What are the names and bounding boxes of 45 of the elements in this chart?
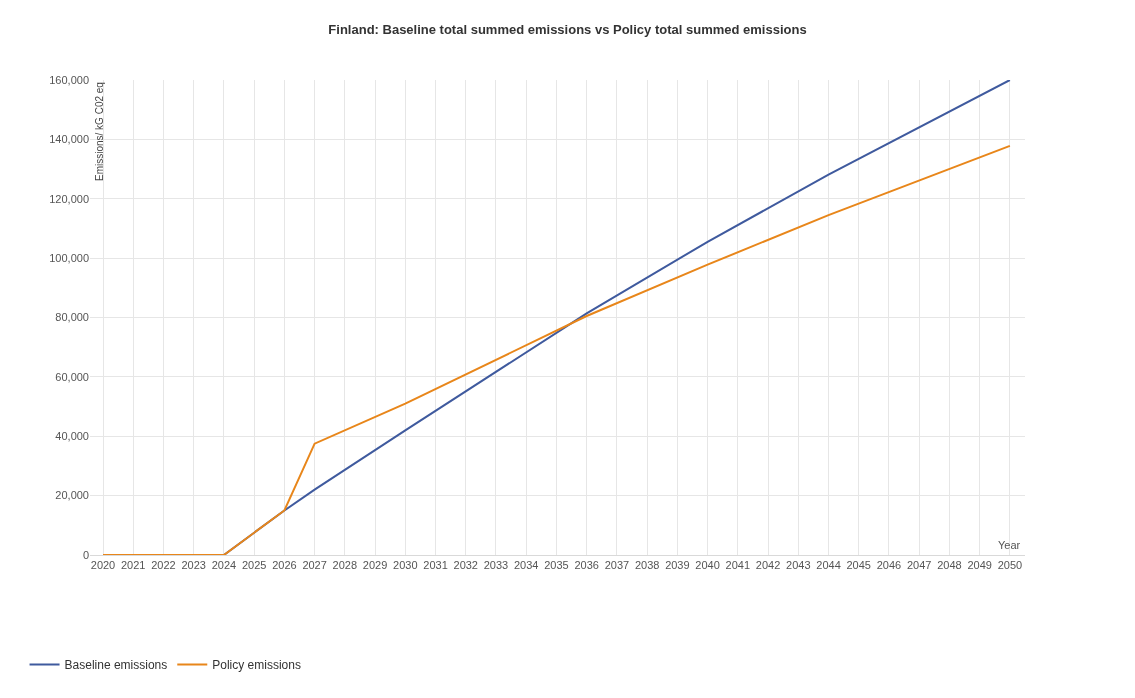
x-tick-label: 2039	[665, 559, 690, 572]
legend-label: Baseline emissions	[64, 658, 168, 673]
x-tick-label: 2021	[120, 559, 146, 572]
chart-title: Finland: Baseline total summed emissions vs Policy total summed emissions	[328, 21, 807, 37]
x-tick-label: 2031	[423, 559, 448, 572]
y-tick-label: 120,000	[49, 192, 89, 205]
y-tick-label: 60,000	[55, 370, 89, 383]
x-tick-label: 2050	[997, 559, 1023, 572]
y-axis-title: Emissions/ kG C02 eq	[94, 82, 105, 181]
x-tick-label: 2047	[906, 559, 932, 572]
x-axis-title: Year	[998, 539, 1021, 551]
x-tick-label: 2033	[483, 559, 509, 572]
x-tick-label: 2026	[272, 559, 297, 572]
x-tick-label: 2042	[755, 559, 781, 572]
x-tick-label: 2045	[846, 559, 871, 572]
x-tick-label: 2028	[332, 559, 358, 572]
x-tick-label: 2041	[725, 559, 751, 572]
x-tick-label: 2029	[362, 559, 388, 572]
y-tick-label: 140,000	[49, 133, 89, 146]
y-tick-label: 80,000	[55, 311, 89, 324]
x-tick-label: 2022	[151, 559, 176, 572]
x-tick-label: 2032	[453, 559, 478, 572]
x-tick-label: 2023	[181, 559, 206, 572]
x-tick-label: 2020	[90, 559, 116, 572]
y-tick-label: 0	[82, 548, 89, 561]
x-tick-label: 2024	[211, 559, 237, 572]
x-tick-label: 2046	[876, 559, 902, 572]
x-tick-label: 2035	[544, 559, 569, 572]
legend-label: Policy emissions	[212, 658, 301, 673]
x-tick-label: 2038	[634, 559, 660, 572]
y-tick-label: 40,000	[55, 430, 89, 443]
x-tick-label: 2044	[816, 559, 841, 572]
x-tick-label: 2030	[393, 559, 418, 572]
x-tick-label: 2037	[604, 559, 630, 572]
x-tick-label: 2043	[786, 559, 811, 572]
y-tick-label: 100,000	[49, 251, 89, 264]
x-tick-label: 2049	[967, 559, 992, 572]
y-tick-label: 160,000	[49, 73, 89, 86]
x-tick-label: 2040	[695, 559, 720, 572]
y-tick-label: 20,000	[55, 489, 89, 502]
x-tick-label: 2048	[937, 559, 962, 572]
x-tick-label: 2034	[513, 559, 539, 572]
x-tick-label: 2025	[241, 559, 267, 572]
x-tick-label: 2036	[574, 559, 599, 572]
x-tick-label: 2027	[302, 559, 327, 572]
